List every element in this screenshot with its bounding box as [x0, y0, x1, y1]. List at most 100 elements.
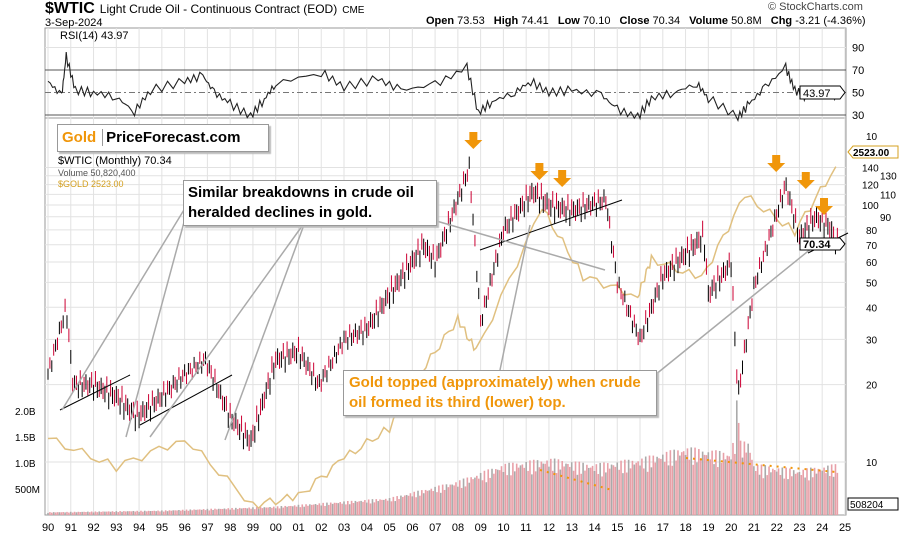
volume-bar — [371, 499, 374, 515]
volume-bar — [749, 452, 751, 515]
volume-bar — [214, 508, 216, 515]
price-tick-label: 70 — [866, 241, 878, 252]
volume-bar — [472, 479, 474, 515]
volume-bar — [189, 509, 192, 515]
volume-bar — [567, 463, 569, 515]
volume-bar — [660, 458, 662, 515]
volume-tick-label: 500M — [15, 485, 40, 496]
volume-bar — [282, 507, 285, 515]
volume-bar — [183, 510, 186, 515]
pointer-line — [654, 247, 813, 376]
volume-bar — [675, 460, 677, 515]
volume-bar — [637, 461, 639, 515]
volume-bar — [813, 467, 816, 515]
volume-bar — [400, 495, 402, 515]
volume-bar — [692, 464, 694, 515]
x-tick-label: 90 — [42, 522, 54, 534]
volume-bar — [460, 487, 463, 515]
price-tick-label: 130 — [880, 172, 897, 183]
volume-bar — [157, 510, 159, 515]
volume-bar — [764, 465, 767, 515]
volume-bar — [608, 468, 611, 515]
volume-bar — [717, 467, 719, 515]
volume-bar — [166, 511, 169, 515]
volume-bar — [432, 491, 434, 515]
volume-bar — [785, 467, 787, 515]
volume-bar — [392, 496, 395, 515]
price-tick-label: 80 — [866, 226, 878, 237]
volume-bar — [199, 509, 201, 515]
volume-bar — [679, 455, 681, 515]
volume-bar — [377, 501, 379, 515]
volume-bar — [153, 510, 156, 515]
volume-bar — [88, 512, 91, 515]
x-tick-label: 05 — [384, 522, 396, 534]
volume-bar — [362, 501, 364, 515]
volume-bar — [73, 511, 76, 515]
volume-bar — [62, 512, 64, 515]
volume-bar — [595, 464, 598, 515]
x-tick-label: 97 — [201, 522, 213, 534]
volume-bar — [187, 510, 190, 515]
price-tick-label: 120 — [862, 181, 879, 192]
volume-bar — [582, 462, 584, 515]
volume-bar — [576, 474, 579, 515]
volume-bar — [329, 502, 332, 515]
volume-bar — [267, 507, 269, 515]
down-arrow-icon — [553, 170, 572, 187]
volume-bar — [476, 475, 478, 515]
volume-bar — [426, 490, 429, 515]
volume-bar — [54, 512, 57, 515]
volume-bar — [85, 512, 87, 515]
volume-bar — [254, 509, 256, 515]
volume-bar — [291, 506, 294, 515]
volume-bar — [720, 462, 723, 515]
volume-bar — [711, 450, 713, 515]
volume-bar — [491, 468, 493, 515]
volume-bar — [415, 497, 417, 515]
volume-bar — [589, 467, 592, 515]
volume-bar — [335, 502, 338, 515]
volume-bar — [424, 489, 427, 515]
volume-bar — [597, 473, 600, 515]
volume-bar — [102, 511, 104, 515]
volume-last-value: 508204 — [850, 500, 884, 511]
volume-bar — [462, 478, 465, 515]
volume-bar — [136, 510, 138, 515]
volume-bar — [495, 469, 497, 515]
volume-bar — [367, 499, 370, 515]
volume-bar — [181, 509, 184, 515]
volume-bar — [671, 465, 674, 515]
volume-bar — [242, 508, 245, 515]
volume-bar — [756, 464, 759, 515]
volume-bar — [546, 460, 548, 515]
volume-tick-label: 1.5B — [15, 433, 36, 444]
logo: Gold PriceForecast.com — [57, 124, 269, 152]
volume-bar — [174, 510, 176, 515]
volume-bar — [130, 511, 133, 515]
volume-bar — [789, 468, 791, 515]
down-arrow-icon — [815, 198, 834, 215]
quote-value: 70.10 — [582, 15, 614, 27]
volume-bar — [341, 503, 343, 515]
volume-bar — [629, 468, 632, 515]
volume-bar — [603, 462, 605, 515]
volume-bar — [487, 469, 490, 515]
volume-bar — [551, 470, 554, 515]
rsi-tick-label: 90 — [852, 43, 864, 55]
pointer-line — [149, 221, 306, 438]
volume-bar — [464, 486, 467, 515]
volume-bar — [301, 504, 304, 515]
price-last-value: 70.34 — [803, 239, 831, 251]
volume-bar — [337, 503, 340, 515]
volume-bar — [132, 510, 135, 515]
volume-bar — [115, 511, 118, 515]
volume-bar — [496, 469, 499, 515]
volume-bar — [817, 468, 820, 515]
volume-bar — [252, 507, 254, 515]
volume-bar — [407, 495, 410, 515]
rsi-label: RSI(14) 43.97 — [60, 30, 129, 42]
volume-bar — [620, 460, 622, 515]
volume-bar — [178, 510, 180, 515]
